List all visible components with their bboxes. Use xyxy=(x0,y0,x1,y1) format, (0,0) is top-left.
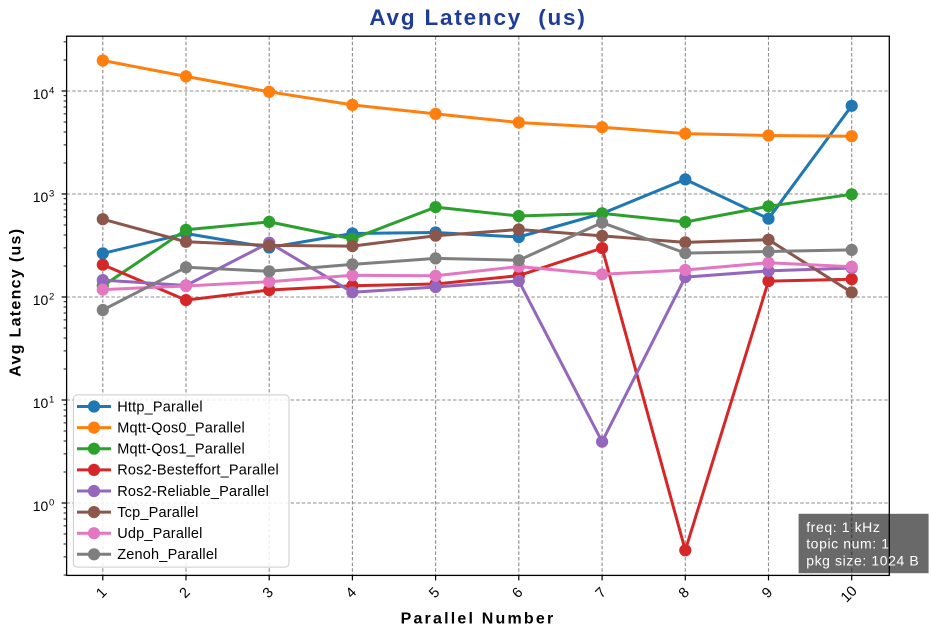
svg-text:Mqtt-Qos0_Parallel: Mqtt-Qos0_Parallel xyxy=(117,420,245,436)
svg-text:Ros2-Reliable_Parallel: Ros2-Reliable_Parallel xyxy=(117,484,269,500)
svg-text:Http_Parallel: Http_Parallel xyxy=(117,399,203,415)
svg-text:10: 10 xyxy=(33,189,49,205)
svg-text:pkg size: 1024 B: pkg size: 1024 B xyxy=(806,552,919,568)
svg-text:10: 10 xyxy=(33,86,49,102)
svg-text:10: 10 xyxy=(33,292,49,308)
svg-text:freq: 1 kHz: freq: 1 kHz xyxy=(806,519,880,535)
svg-text:4: 4 xyxy=(49,86,54,97)
svg-text:Ros2-Besteffort_Parallel: Ros2-Besteffort_Parallel xyxy=(117,463,279,479)
svg-text:topic num: 1: topic num: 1 xyxy=(806,536,889,552)
svg-text:1: 1 xyxy=(49,395,54,406)
svg-text:Avg Latency (us): Avg Latency (us) xyxy=(369,5,586,30)
svg-text:3: 3 xyxy=(49,189,54,200)
svg-text:10: 10 xyxy=(33,395,49,411)
svg-text:10: 10 xyxy=(33,498,49,514)
svg-text:Parallel Number: Parallel Number xyxy=(401,611,556,628)
svg-text:Udp_Parallel: Udp_Parallel xyxy=(117,526,202,542)
svg-text:Mqtt-Qos1_Parallel: Mqtt-Qos1_Parallel xyxy=(117,442,245,458)
svg-text:0: 0 xyxy=(49,498,54,509)
svg-text:Zenoh_Parallel: Zenoh_Parallel xyxy=(117,547,217,563)
svg-text:2: 2 xyxy=(49,292,54,303)
svg-text:Tcp_Parallel: Tcp_Parallel xyxy=(117,505,198,521)
svg-text:Avg Latency (us): Avg Latency (us) xyxy=(7,228,24,377)
